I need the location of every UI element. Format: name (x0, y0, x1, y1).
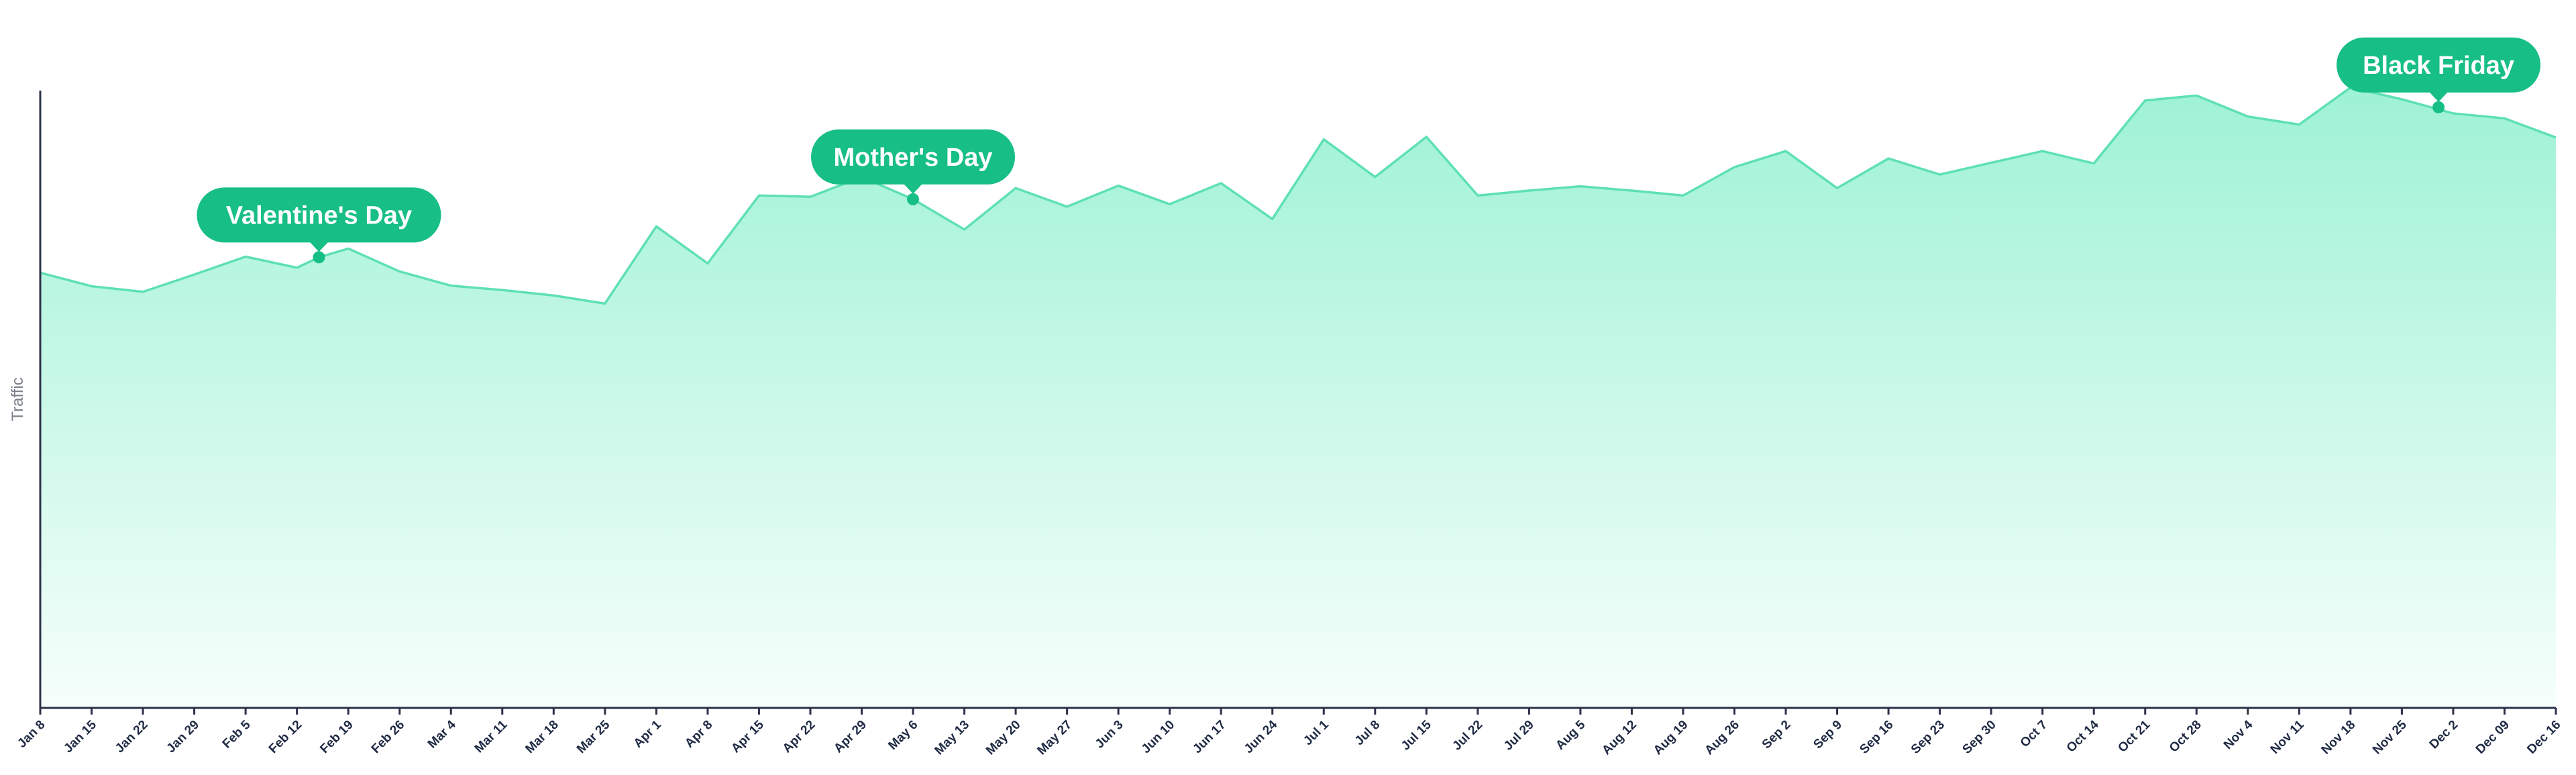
callout-pointer (309, 242, 329, 252)
callout-pointer (904, 183, 923, 194)
x-tick-label: Oct 14 (2064, 717, 2102, 755)
x-tick-label: Jun 10 (1139, 718, 1177, 756)
x-tick-label: Jun 24 (1242, 717, 1281, 756)
event-callout-label: Valentine's Day (226, 201, 412, 229)
x-tick-label: Jul 22 (1450, 718, 1485, 754)
x-tick-label: Dec 16 (2524, 718, 2563, 757)
x-tick-label: Sep 30 (1960, 718, 1999, 757)
traffic-area-fill (40, 87, 2556, 708)
event-annotations: Valentine's Day Mother's Day Black Friday (197, 37, 2541, 264)
x-tick-label: Feb 12 (266, 718, 305, 756)
x-tick-label: Nov 25 (2370, 717, 2410, 757)
event-callout: Mother's Day (811, 129, 1016, 205)
x-tick-label: Jul 29 (1501, 718, 1537, 754)
x-tick-label: Nov 11 (2268, 717, 2307, 756)
x-tick-label: Mar 11 (472, 717, 511, 756)
event-callout-label: Black Friday (2363, 52, 2514, 80)
x-tick-label: Dec 09 (2473, 718, 2512, 757)
x-tick-label: Jan 8 (15, 718, 48, 751)
y-axis-title: Traffic (9, 377, 27, 421)
x-tick-label: Dec 2 (2427, 718, 2461, 752)
x-tick-label: Mar 4 (425, 717, 459, 751)
x-tick-label: Oct 7 (2018, 718, 2050, 750)
x-tick-label: Aug 5 (1553, 717, 1588, 752)
x-tick-label: Apr 22 (780, 718, 818, 756)
x-tick-label: Feb 19 (317, 718, 356, 756)
x-tick-label: May 27 (1034, 718, 1075, 758)
event-marker (2432, 101, 2445, 113)
x-tick-label: Apr 8 (682, 718, 715, 751)
event-callout: Valentine's Day (197, 187, 441, 264)
x-tick-label: Jan 22 (113, 718, 151, 756)
event-marker (907, 193, 920, 205)
x-tick-label: Oct 28 (2167, 718, 2204, 756)
x-tick-label: Sep 23 (1909, 718, 1947, 757)
x-tick-label: Oct 21 (2115, 717, 2153, 755)
x-tick-label: Mar 25 (574, 717, 613, 756)
callout-pointer (2429, 91, 2449, 102)
x-tick-label: Apr 29 (831, 718, 869, 756)
x-tick-label: Sep 9 (1811, 718, 1845, 752)
traffic-series-line (40, 86, 2557, 305)
x-tick-label: Aug 26 (1702, 718, 1742, 758)
x-tick-label: Jul 1 (1301, 717, 1332, 748)
x-axis-ticks: Jan 8 Jan 15 Jan 22 Jan 29 Feb 5 Feb 12 Feb 19… (15, 708, 2564, 758)
x-tick-label: Feb 26 (369, 718, 407, 756)
x-tick-label: Apr 1 (631, 717, 664, 750)
x-tick-label: May 13 (932, 718, 972, 758)
x-tick-label: Nov 18 (2319, 718, 2359, 758)
event-marker (313, 251, 325, 264)
callout-bubble (811, 129, 1016, 185)
x-tick-label: Jul 15 (1399, 717, 1434, 753)
x-tick-label: May 6 (885, 718, 920, 753)
x-tick-label: Nov 4 (2221, 717, 2256, 752)
event-callout-label: Mother's Day (833, 144, 992, 172)
x-tick-label: Apr 15 (729, 717, 767, 756)
x-tick-label: May 20 (983, 718, 1024, 758)
x-tick-label: Jan 15 (61, 717, 99, 756)
callout-bubble (197, 187, 441, 243)
x-tick-label: Jan 29 (164, 718, 202, 756)
x-tick-label: Aug 12 (1599, 718, 1640, 758)
x-tick-label: Feb 5 (220, 717, 254, 751)
x-tick-label: Jul 8 (1352, 718, 1383, 748)
event-callout: Black Friday (2337, 37, 2541, 113)
x-tick-label: Jun 17 (1190, 718, 1228, 756)
x-tick-label: Jun 3 (1093, 718, 1126, 752)
callout-bubble (2337, 37, 2541, 93)
x-tick-label: Mar 18 (523, 718, 561, 756)
x-tick-label: Sep 2 (1760, 718, 1794, 752)
x-tick-label: Aug 19 (1651, 718, 1691, 758)
x-tick-label: Sep 16 (1857, 718, 1896, 757)
